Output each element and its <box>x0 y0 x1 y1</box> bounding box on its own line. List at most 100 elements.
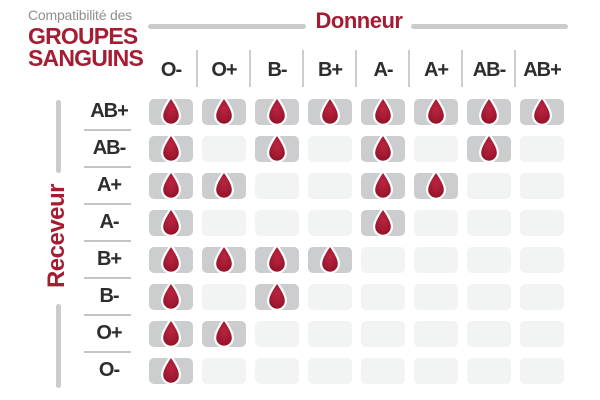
cell-B+-B+ <box>308 244 352 274</box>
receiver-header-line-top <box>56 100 61 173</box>
cell-AB+-O- <box>149 96 193 126</box>
row-separator <box>84 351 131 353</box>
blood-drop-icon <box>479 133 499 163</box>
blood-drop-icon <box>161 244 181 274</box>
donor-col-header-B+: B+ <box>317 59 343 81</box>
cell-A--A+ <box>414 210 458 236</box>
cell-AB+-AB+ <box>520 96 564 126</box>
blood-drop-icon <box>161 207 181 237</box>
cell-AB--A+ <box>414 136 458 162</box>
blood-drop-icon <box>161 318 181 348</box>
cell-AB+-A+ <box>414 96 458 126</box>
receiver-header-line-bottom <box>56 304 61 388</box>
col-divider <box>249 50 251 87</box>
cell-O+-A+ <box>414 321 458 347</box>
cell-A--B- <box>255 210 299 236</box>
receiver-row-label-A-: A- <box>99 211 119 233</box>
cell-O+-AB+ <box>520 321 564 347</box>
receiver-row-label-B+: B+ <box>96 248 122 270</box>
donor-col-header-A+: A+ <box>423 59 449 81</box>
cell-AB--A- <box>361 133 405 163</box>
cell-B+-A- <box>361 247 405 273</box>
blood-drop-icon <box>161 281 181 311</box>
col-divider <box>196 50 198 87</box>
cell-AB+-AB- <box>467 96 511 126</box>
donor-axis-label: Donneur <box>315 8 403 33</box>
cell-O--AB- <box>467 358 511 384</box>
row-separator <box>84 277 131 279</box>
blood-drop-icon <box>373 207 393 237</box>
blood-drop-icon <box>373 170 393 200</box>
cell-AB+-A- <box>361 96 405 126</box>
chart-title-block: Compatibilité des GROUPES SANGUINS <box>28 7 144 70</box>
blood-drop-icon <box>479 96 499 126</box>
donor-col-header-AB-: AB- <box>472 59 507 81</box>
cell-O--A+ <box>414 358 458 384</box>
cell-O+-O- <box>149 318 193 348</box>
cell-AB+-B- <box>255 96 299 126</box>
receiver-row-label-O+: O+ <box>96 322 122 344</box>
blood-drop-icon <box>214 244 234 274</box>
blood-drop-icon <box>267 133 287 163</box>
cell-A+-AB- <box>467 173 511 199</box>
cell-O+-B- <box>255 321 299 347</box>
title-prefix: Compatibilité des <box>28 7 132 23</box>
cell-B+-AB+ <box>520 247 564 273</box>
cell-B+-O+ <box>202 244 246 274</box>
cell-AB+-O+ <box>202 96 246 126</box>
col-divider <box>408 50 410 87</box>
cell-B--O+ <box>202 284 246 310</box>
cell-O+-AB- <box>467 321 511 347</box>
cell-O--A- <box>361 358 405 384</box>
cell-A+-O- <box>149 170 193 200</box>
donor-col-header-AB+: AB+ <box>523 59 562 81</box>
cell-A+-B- <box>255 173 299 199</box>
cell-B--B+ <box>308 284 352 310</box>
cell-O--O- <box>149 355 193 385</box>
cell-A--O+ <box>202 210 246 236</box>
donor-col-header-B-: B- <box>267 59 287 81</box>
blood-drop-icon <box>320 96 340 126</box>
row-separator <box>84 129 131 131</box>
cell-AB--B- <box>255 133 299 163</box>
cell-AB--AB- <box>467 133 511 163</box>
cell-AB--O+ <box>202 136 246 162</box>
cell-A--AB- <box>467 210 511 236</box>
receiver-row-label-B-: B- <box>99 285 119 307</box>
cell-B+-B- <box>255 244 299 274</box>
cell-A--B+ <box>308 210 352 236</box>
row-separator <box>84 166 131 168</box>
cell-B--O- <box>149 281 193 311</box>
blood-drop-icon <box>267 96 287 126</box>
blood-drop-icon <box>532 96 552 126</box>
cell-B+-AB- <box>467 247 511 273</box>
title-line1: GROUPES <box>28 23 138 49</box>
blood-drop-icon <box>320 244 340 274</box>
cell-B--B- <box>255 281 299 311</box>
row-separator <box>84 203 131 205</box>
donor-col-header-A-: A- <box>373 59 393 81</box>
cell-AB--B+ <box>308 136 352 162</box>
donor-header-line-right <box>411 24 568 29</box>
blood-drop-icon <box>214 96 234 126</box>
cell-AB--AB+ <box>520 136 564 162</box>
donor-header-line-left <box>148 24 306 29</box>
blood-drop-icon <box>214 170 234 200</box>
receiver-row-label-AB+: AB+ <box>90 100 129 122</box>
row-separator <box>84 314 131 316</box>
cell-AB+-B+ <box>308 96 352 126</box>
receiver-axis-header: Receveur <box>42 156 72 316</box>
receiver-row-label-O-: O- <box>98 359 120 381</box>
blood-drop-icon <box>426 170 446 200</box>
blood-drop-icon <box>267 244 287 274</box>
cell-B+-O- <box>149 244 193 274</box>
blood-drop-icon <box>161 133 181 163</box>
cell-B+-A+ <box>414 247 458 273</box>
cell-A+-B+ <box>308 173 352 199</box>
donor-axis-header: Donneur <box>148 8 570 34</box>
cell-O--AB+ <box>520 358 564 384</box>
col-divider <box>302 50 304 87</box>
cell-O--B+ <box>308 358 352 384</box>
blood-drop-icon <box>373 96 393 126</box>
cell-B--A- <box>361 284 405 310</box>
